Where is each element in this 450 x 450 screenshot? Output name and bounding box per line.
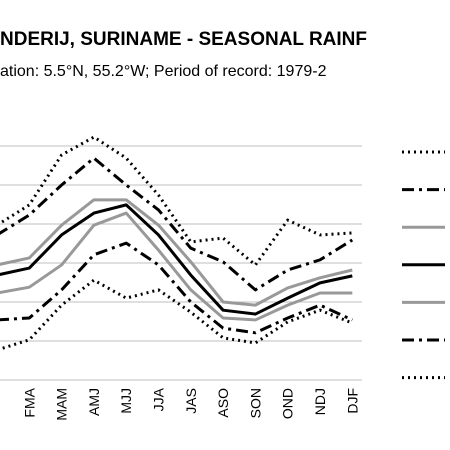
x-tick-label: JJA (151, 387, 167, 411)
series-line (0, 156, 354, 292)
x-tick-label: DJF (344, 388, 360, 414)
series-line (0, 198, 353, 307)
series-line (0, 203, 353, 316)
x-tick-label: SON (247, 388, 263, 418)
series-line (0, 135, 353, 267)
x-tick-label: OND (280, 388, 296, 419)
x-tick-label: NDJ (312, 388, 328, 415)
series-line (0, 241, 353, 335)
x-tick-label: MAM (54, 388, 70, 421)
series-line (0, 278, 353, 351)
chart-title: NDERIJ, SURINAME - SEASONAL RAINF (0, 29, 367, 50)
x-tick-label: FMA (21, 387, 37, 417)
chart-subtitle: ation: 5.5°N, 55.2°W; Period of record: … (0, 63, 327, 80)
x-tick-label: AMJ (86, 388, 102, 416)
x-tick-label: ASO (215, 388, 231, 418)
x-tick-label: JAS (183, 388, 199, 414)
x-tick-label: MJJ (118, 388, 134, 414)
series-line (0, 211, 353, 322)
